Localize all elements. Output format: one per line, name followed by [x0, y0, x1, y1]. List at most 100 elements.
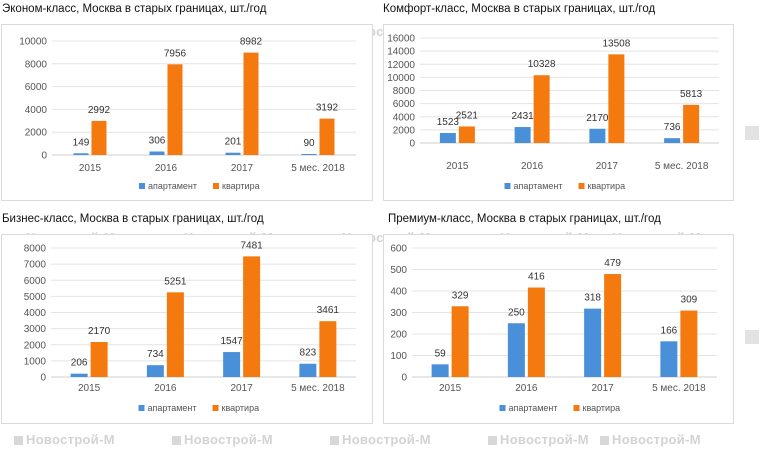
- bar-flat: [166, 292, 184, 377]
- bar-apartment: [301, 153, 317, 155]
- x-tick-label: 2016: [521, 161, 544, 172]
- data-label: 2170: [88, 326, 111, 337]
- bar-flat: [527, 287, 545, 377]
- watermark-text: Новострой-М: [184, 432, 273, 447]
- y-tick-label: 2000: [25, 128, 48, 139]
- legend-swatch: [212, 405, 219, 411]
- y-tick-label: 2000: [393, 125, 416, 136]
- x-tick-label: 2017: [231, 383, 254, 394]
- legend-swatch: [139, 183, 145, 189]
- bar-flat: [167, 64, 183, 155]
- watermark-text: Новострой-М: [612, 432, 701, 447]
- y-tick-label: 8000: [24, 244, 47, 255]
- bar-apartment: [514, 127, 531, 143]
- building-icon: [172, 436, 181, 445]
- y-tick-label: 4000: [24, 308, 47, 319]
- bar-apartment: [225, 152, 241, 155]
- bar-flat: [680, 310, 698, 377]
- bar-apartment: [223, 352, 241, 377]
- data-label: 13508: [602, 38, 630, 49]
- data-label: 1523: [437, 117, 460, 128]
- y-tick-label: 6000: [25, 82, 48, 93]
- data-label: 149: [73, 137, 90, 148]
- data-label: 90: [303, 138, 315, 149]
- bar-apartment: [507, 323, 525, 377]
- x-tick-label: 5 мес. 2018: [291, 163, 345, 174]
- bar-apartment: [589, 128, 606, 143]
- bar-flat: [451, 306, 469, 377]
- legend-label: апартамент: [514, 181, 563, 191]
- y-tick-label: 8000: [393, 86, 416, 97]
- data-label: 2170: [586, 113, 609, 124]
- data-label: 1547: [221, 336, 244, 347]
- legend-label: квартира: [588, 181, 626, 191]
- x-tick-label: 2016: [515, 383, 538, 394]
- x-tick-label: 5 мес. 2018: [655, 161, 709, 172]
- x-tick-label: 5 мес. 2018: [652, 383, 706, 394]
- y-tick-label: 6000: [393, 99, 416, 110]
- bar-apartment: [664, 138, 681, 143]
- watermark: Новострой-М: [330, 432, 431, 447]
- legend-swatch: [573, 405, 580, 411]
- y-tick-label: 2000: [24, 340, 47, 351]
- data-label: 306: [149, 136, 166, 147]
- data-label: 250: [508, 307, 525, 318]
- x-tick-label: 2015: [78, 383, 101, 394]
- building-icon: [14, 436, 23, 445]
- data-label: 59: [435, 348, 447, 359]
- x-tick-label: 2015: [79, 163, 102, 174]
- data-label: 206: [71, 358, 88, 369]
- x-tick-label: 2017: [592, 383, 615, 394]
- bar-apartment: [73, 153, 89, 155]
- bar-flat: [91, 120, 107, 155]
- bar-flat: [683, 104, 700, 143]
- legend-swatch: [578, 183, 585, 189]
- bar-flat: [319, 321, 337, 377]
- data-label: 10328: [528, 59, 556, 70]
- legend-swatch: [213, 183, 219, 189]
- bar-apartment: [299, 363, 317, 377]
- legend-label: квартира: [583, 403, 621, 413]
- legend-swatch: [138, 405, 145, 411]
- watermark-text: Новострой-М: [500, 432, 589, 447]
- y-tick-label: 14000: [387, 47, 415, 58]
- legend-label: апартамент: [148, 403, 197, 413]
- watermark: Новострой-М: [488, 432, 589, 447]
- bar-flat: [604, 274, 622, 377]
- building-icon: [600, 436, 609, 445]
- chart-econom: 0 2000 4000 6000 8000 10000 149 2992 2015 306 7956…: [19, 37, 356, 191]
- data-label: 7956: [164, 48, 187, 59]
- bar-flat: [533, 75, 550, 143]
- data-label: 2431: [512, 111, 535, 122]
- y-tick-label: 10000: [387, 73, 415, 84]
- bar-flat: [608, 54, 625, 143]
- chart-business: 0 1000 2000 3000 4000 5000 6000 7000 8000 206 2170…: [24, 240, 356, 413]
- y-tick-label: 0: [40, 373, 46, 384]
- bar-apartment: [146, 365, 164, 377]
- bar-flat: [319, 118, 335, 155]
- y-tick-label: 1000: [24, 356, 47, 367]
- y-tick-label: 400: [390, 287, 407, 298]
- building-icon: [488, 436, 497, 445]
- y-tick-label: 200: [390, 330, 407, 341]
- bar-apartment: [584, 308, 602, 377]
- y-tick-label: 12000: [387, 60, 415, 71]
- x-tick-label: 2016: [154, 383, 177, 394]
- legend-label: апартамент: [148, 181, 197, 191]
- data-label: 2521: [456, 110, 479, 121]
- y-tick-label: 16000: [387, 34, 415, 45]
- y-tick-label: 0: [401, 373, 407, 384]
- x-tick-label: 2016: [155, 163, 178, 174]
- y-tick-label: 7000: [24, 260, 47, 271]
- y-tick-label: 300: [390, 308, 407, 319]
- bar-apartment: [149, 151, 165, 155]
- bar-apartment: [660, 341, 678, 377]
- data-label: 329: [452, 290, 469, 301]
- data-label: 416: [528, 272, 545, 283]
- watermark: Новострой-М: [172, 432, 273, 447]
- data-label: 201: [225, 137, 242, 148]
- bar-apartment: [70, 373, 88, 377]
- watermark-text: Новострой-М: [342, 432, 431, 447]
- x-tick-label: 2015: [446, 161, 469, 172]
- bar-apartment: [439, 133, 456, 143]
